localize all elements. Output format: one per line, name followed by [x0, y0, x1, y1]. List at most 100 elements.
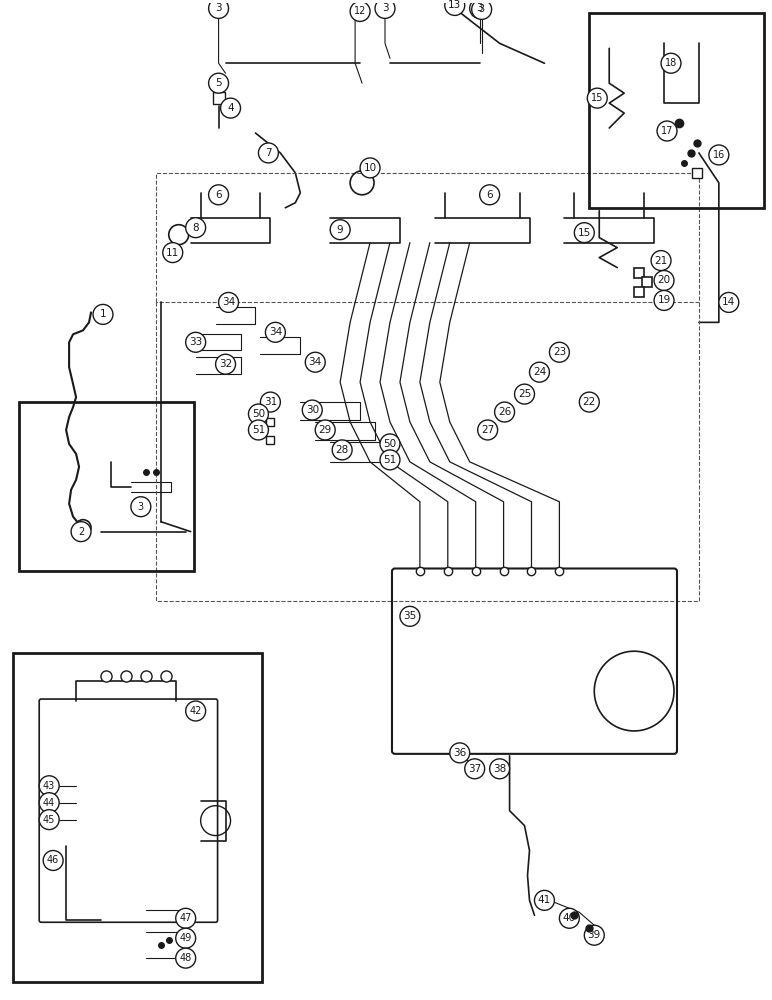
Circle shape [186, 218, 205, 238]
Text: 47: 47 [180, 913, 192, 923]
Text: 50: 50 [384, 439, 397, 449]
Text: 43: 43 [43, 781, 56, 791]
Text: 51: 51 [252, 425, 265, 435]
Circle shape [259, 143, 279, 163]
Circle shape [208, 185, 229, 205]
Text: 18: 18 [665, 58, 677, 68]
Circle shape [266, 322, 286, 342]
Circle shape [249, 404, 269, 424]
Text: 11: 11 [166, 248, 179, 258]
Text: 25: 25 [518, 389, 531, 399]
Text: 42: 42 [189, 706, 201, 716]
Text: 17: 17 [661, 126, 673, 136]
Text: 3: 3 [479, 4, 485, 14]
Circle shape [661, 53, 681, 73]
Circle shape [515, 384, 534, 404]
Text: 14: 14 [722, 297, 736, 307]
Text: 24: 24 [533, 367, 546, 377]
Circle shape [39, 776, 59, 796]
Circle shape [400, 606, 420, 626]
Text: 40: 40 [563, 913, 576, 923]
Text: 6: 6 [486, 190, 493, 200]
Circle shape [176, 908, 195, 928]
Text: 34: 34 [222, 297, 235, 307]
Text: 3: 3 [381, 3, 388, 13]
Circle shape [93, 304, 113, 324]
Circle shape [249, 420, 269, 440]
Bar [589, 13, 764, 208]
Text: 28: 28 [336, 445, 349, 455]
Circle shape [71, 522, 91, 542]
Text: 15: 15 [577, 228, 591, 238]
Text: 3: 3 [215, 3, 222, 13]
Circle shape [495, 402, 515, 422]
Circle shape [218, 292, 239, 312]
Circle shape [654, 290, 674, 310]
Text: 32: 32 [219, 359, 232, 369]
Text: 23: 23 [553, 347, 566, 357]
Circle shape [530, 362, 550, 382]
Text: 13: 13 [448, 0, 462, 10]
Text: 5: 5 [215, 78, 222, 88]
Text: 34: 34 [269, 327, 282, 337]
Circle shape [39, 810, 59, 830]
Text: 46: 46 [47, 855, 59, 865]
Circle shape [550, 342, 570, 362]
Text: 45: 45 [43, 815, 56, 825]
Circle shape [472, 0, 492, 19]
Text: 39: 39 [587, 930, 601, 940]
Text: 20: 20 [658, 275, 671, 285]
Text: 1: 1 [100, 309, 107, 319]
Text: 50: 50 [252, 409, 265, 419]
Text: 35: 35 [403, 611, 417, 621]
Text: 22: 22 [583, 397, 596, 407]
Text: 6: 6 [215, 190, 222, 200]
Text: 29: 29 [319, 425, 332, 435]
Text: 36: 36 [453, 748, 466, 758]
Text: 10: 10 [364, 163, 377, 173]
Text: 7: 7 [265, 148, 272, 158]
Circle shape [479, 185, 499, 205]
Circle shape [469, 0, 489, 18]
Circle shape [215, 354, 235, 374]
Circle shape [330, 220, 350, 240]
Text: 8: 8 [192, 223, 199, 233]
Text: 51: 51 [384, 455, 397, 465]
Text: 26: 26 [498, 407, 511, 417]
Circle shape [719, 292, 739, 312]
Circle shape [478, 420, 498, 440]
Text: 9: 9 [337, 225, 344, 235]
Text: 12: 12 [354, 6, 366, 16]
Circle shape [350, 1, 370, 21]
Circle shape [560, 908, 579, 928]
Circle shape [587, 88, 608, 108]
Circle shape [221, 98, 241, 118]
Text: 3: 3 [137, 502, 144, 512]
Circle shape [574, 223, 594, 243]
Circle shape [208, 0, 229, 18]
Circle shape [332, 440, 352, 460]
Text: 30: 30 [306, 405, 319, 415]
Circle shape [208, 73, 229, 93]
Circle shape [375, 0, 395, 18]
Text: 41: 41 [538, 895, 551, 905]
Circle shape [260, 392, 280, 412]
Circle shape [176, 928, 195, 948]
Text: 34: 34 [309, 357, 322, 367]
Text: 37: 37 [468, 764, 481, 774]
Text: 27: 27 [481, 425, 494, 435]
Bar [13, 653, 262, 982]
Circle shape [305, 352, 325, 372]
Circle shape [657, 121, 677, 141]
Circle shape [131, 497, 151, 517]
Circle shape [654, 271, 674, 290]
Text: 15: 15 [591, 93, 604, 103]
Circle shape [489, 759, 510, 779]
Circle shape [534, 890, 554, 910]
Circle shape [176, 948, 195, 968]
Circle shape [465, 759, 485, 779]
Text: 19: 19 [658, 295, 671, 305]
Text: 3: 3 [476, 3, 483, 13]
Circle shape [445, 0, 465, 15]
Text: 48: 48 [180, 953, 191, 963]
